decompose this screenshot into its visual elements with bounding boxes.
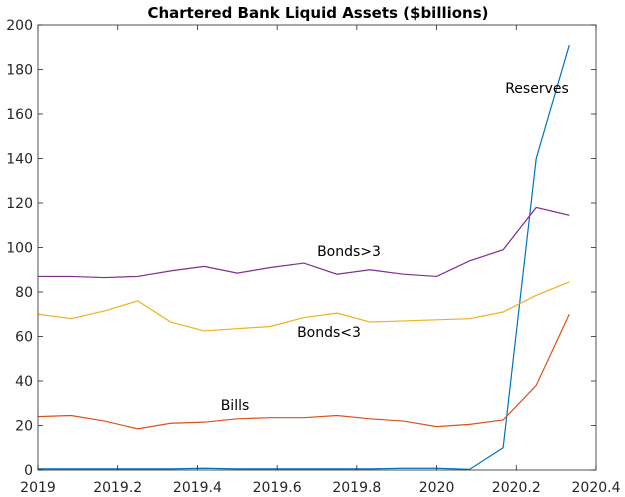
x-tick-label: 2019 <box>20 480 56 496</box>
y-tick-label: 140 <box>6 152 33 168</box>
y-tick-label: 20 <box>15 419 33 435</box>
y-tick-label: 200 <box>6 18 33 34</box>
chart-title: Chartered Bank Liquid Assets ($billions) <box>147 4 488 22</box>
annotation-reserves: Reserves <box>505 81 569 97</box>
y-tick-label: 120 <box>6 196 33 212</box>
x-tick-label: 2019.6 <box>253 480 302 496</box>
y-tick-label: 60 <box>15 330 33 346</box>
annotation-bonds-3: Bonds>3 <box>317 244 381 260</box>
series-line-bills-3 <box>37 313 570 430</box>
x-tick-label: 2019.8 <box>332 480 381 496</box>
y-tick-label: 80 <box>15 285 33 301</box>
plot-area <box>38 25 596 470</box>
annotation-bills: Bills <box>221 398 250 414</box>
y-tick-label: 160 <box>6 107 33 123</box>
series-line-bonds-3-2 <box>37 281 570 332</box>
x-tick-label: 2019.4 <box>173 480 222 496</box>
series-line-reserves-0 <box>38 44 570 470</box>
x-tick-label: 2019.2 <box>93 480 142 496</box>
x-tick-label: 2020.2 <box>492 480 541 496</box>
x-tick-label: 2020 <box>419 480 455 496</box>
y-tick-label: 40 <box>15 374 33 390</box>
series-line-bonds-3-1 <box>38 206 570 279</box>
y-tick-label: 180 <box>6 63 33 79</box>
y-tick-label: 100 <box>6 241 33 257</box>
y-tick-label: 0 <box>24 463 33 479</box>
annotation-bonds-3: Bonds<3 <box>297 325 361 341</box>
x-tick-label: 2020.4 <box>572 480 621 496</box>
